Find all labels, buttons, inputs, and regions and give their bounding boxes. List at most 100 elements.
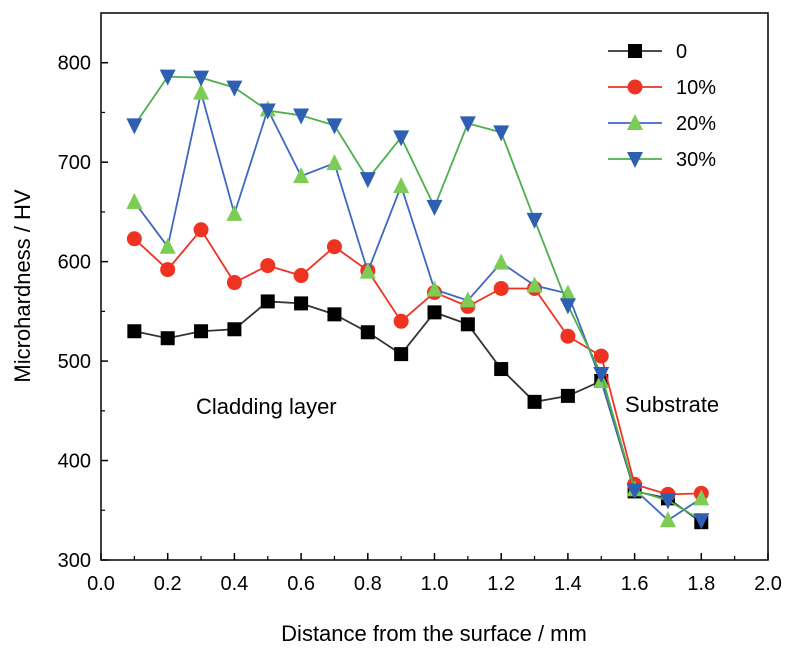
data-point [593,348,609,364]
data-point [527,394,542,409]
legend-marker [627,114,643,130]
data-point [493,280,509,296]
y-tick-label: 600 [58,252,91,274]
x-tick-label: 2.0 [754,573,782,595]
data-point [659,493,676,510]
x-tick-label: 1.2 [487,573,515,595]
data-point [326,239,342,255]
data-point [427,305,442,320]
legend-entry: 30% [608,149,716,171]
series-line [133,75,702,521]
data-point [693,513,710,530]
data-point [460,317,475,332]
legend-marker [628,44,642,58]
y-axis-title: Microhardness / HV [10,189,35,383]
data-point [493,125,510,142]
x-tick-label: 0.0 [87,573,115,595]
data-point [126,231,142,247]
data-point [160,331,175,346]
data-point [293,108,310,125]
data-point [494,362,509,377]
data-point [426,199,443,216]
data-point [659,511,676,528]
data-point [126,118,143,135]
data-point [560,328,576,344]
series-layer [126,69,710,530]
data-point [394,347,409,362]
x-tick-label: 1.0 [421,573,449,595]
data-point [293,167,310,184]
series-3 [126,69,710,530]
data-point [360,325,375,340]
data-point [227,322,242,337]
data-point [193,222,209,238]
data-point [359,172,376,189]
series-line [133,228,702,496]
annotation-cladding-layer: Cladding layer [196,394,337,419]
x-tick-label: 0.2 [154,573,182,595]
legend-label: 30% [676,149,716,171]
data-point [393,130,410,147]
y-tick-label: 400 [58,451,91,473]
data-point [193,70,210,87]
data-point [193,83,210,100]
y-tick-label: 700 [58,152,91,174]
series-1 [126,222,709,502]
data-point [226,80,243,97]
data-point [294,296,309,311]
y-tick-label: 800 [58,53,91,75]
legend-label: 10% [676,77,716,99]
data-point [459,291,476,308]
data-point [194,324,209,339]
legend-entry: 0 [608,41,687,63]
legend-marker [627,79,643,95]
x-tick-label: 0.8 [354,573,382,595]
data-point [327,307,342,322]
data-point [393,313,409,329]
axis-ticks: 0.0 0.2 0.4 0.6 0.8 1.0 1.2 1.4 1.6 1.8 2.0 300 400 5… [58,53,782,595]
annotation-substrate: Substrate [625,392,719,417]
series-line [133,92,702,522]
x-axis-title: Distance from the surface / mm [281,621,587,646]
data-point [526,276,543,293]
data-point [326,118,343,135]
data-point [593,367,610,384]
data-point [159,69,176,86]
x-tick-label: 0.6 [287,573,315,595]
x-tick-label: 0.4 [220,573,248,595]
data-point [260,258,276,274]
data-point [626,483,643,500]
legend-entry: 10% [608,77,716,99]
data-point [226,275,242,291]
x-tick-label: 1.4 [554,573,582,595]
data-point [560,388,575,403]
y-tick-label: 300 [58,550,91,572]
data-point [293,268,309,284]
data-point [260,294,275,309]
data-point [359,262,376,279]
data-point [393,177,410,194]
data-point [493,253,510,270]
data-point [126,192,143,209]
data-point [127,324,142,339]
y-tick-label: 500 [58,351,91,373]
legend-label: 20% [676,113,716,135]
x-tick-label: 1.6 [621,573,649,595]
data-point [526,212,543,229]
legend: 0 10% 20% 30% [608,41,716,171]
data-point [559,298,576,315]
data-point [159,237,176,254]
x-tick-label: 1.8 [687,573,715,595]
data-point [259,103,276,120]
data-point [426,280,443,297]
data-point [160,262,176,278]
data-point [226,204,243,221]
series-2 [126,83,710,528]
data-point [459,116,476,133]
legend-marker [627,152,643,168]
data-point [326,154,343,171]
legend-entry: 20% [608,113,716,135]
legend-label: 0 [676,41,687,63]
data-point [693,489,710,506]
